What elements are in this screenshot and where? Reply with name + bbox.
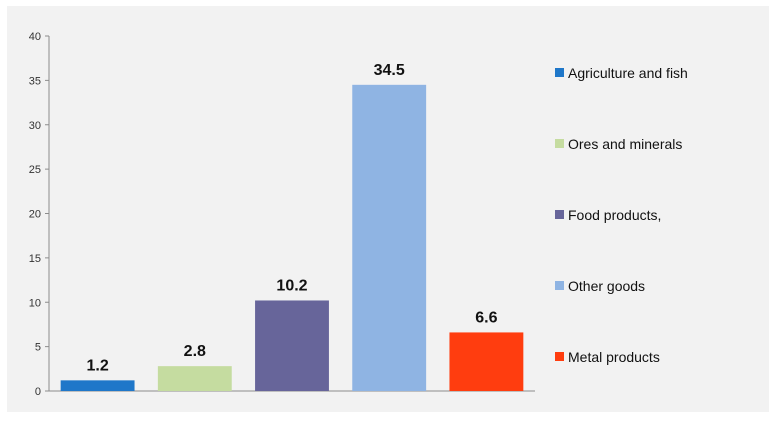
y-tick-label: 15 bbox=[29, 253, 41, 265]
y-tick-label: 30 bbox=[29, 120, 41, 132]
data-label: 6.6 bbox=[475, 309, 497, 326]
data-label: 1.2 bbox=[86, 357, 108, 374]
chart-frame: 0 5 10 15 20 25 30 35 40 1.2 2.8 10.2 34.5 6.6 Agric… bbox=[7, 6, 769, 412]
legend: Agriculture and fish Ores and minerals Foo… bbox=[555, 65, 688, 365]
bar-layer bbox=[60, 84, 524, 391]
legend-entry: Other goods bbox=[568, 278, 645, 294]
legend-entry: Metal products bbox=[568, 349, 660, 365]
y-tick-label: 40 bbox=[29, 31, 41, 43]
y-tick-label: 0 bbox=[35, 386, 41, 398]
legend-swatch bbox=[555, 139, 564, 148]
bar bbox=[60, 380, 135, 391]
y-tick-label: 25 bbox=[29, 164, 41, 176]
y-tick-label: 20 bbox=[29, 209, 41, 221]
legend-entry: Food products, bbox=[568, 207, 661, 223]
bar bbox=[352, 84, 427, 391]
legend-entry: Agriculture and fish bbox=[568, 65, 688, 81]
bar-chart: 0 5 10 15 20 25 30 35 40 1.2 2.8 10.2 34.5 6.6 Agric… bbox=[29, 31, 688, 398]
legend-swatch bbox=[555, 68, 564, 77]
bar bbox=[255, 300, 329, 391]
legend-swatch bbox=[555, 352, 564, 361]
data-label: 34.5 bbox=[374, 62, 405, 79]
legend-swatch bbox=[555, 210, 564, 219]
data-label: 10.2 bbox=[276, 277, 307, 294]
y-tick-label: 5 bbox=[35, 342, 41, 354]
data-label-layer: 1.2 2.8 10.2 34.5 6.6 bbox=[86, 62, 497, 375]
data-label: 2.8 bbox=[184, 343, 206, 360]
legend-swatch bbox=[555, 281, 564, 290]
y-tick-label: 10 bbox=[29, 297, 41, 309]
y-tick-label: 35 bbox=[29, 75, 41, 87]
legend-entry: Ores and minerals bbox=[568, 136, 682, 152]
bar bbox=[449, 332, 524, 391]
bar bbox=[157, 366, 232, 391]
